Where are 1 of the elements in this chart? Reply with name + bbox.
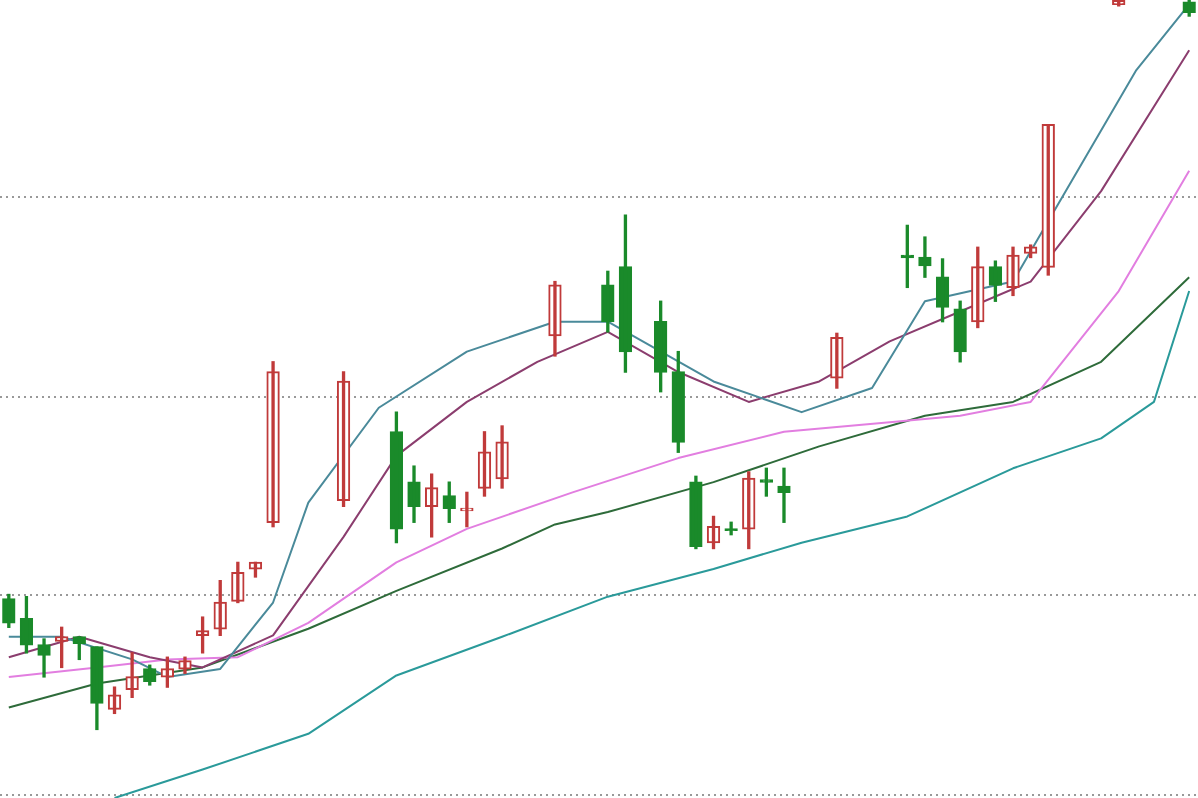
candlestick [759, 467, 774, 497]
